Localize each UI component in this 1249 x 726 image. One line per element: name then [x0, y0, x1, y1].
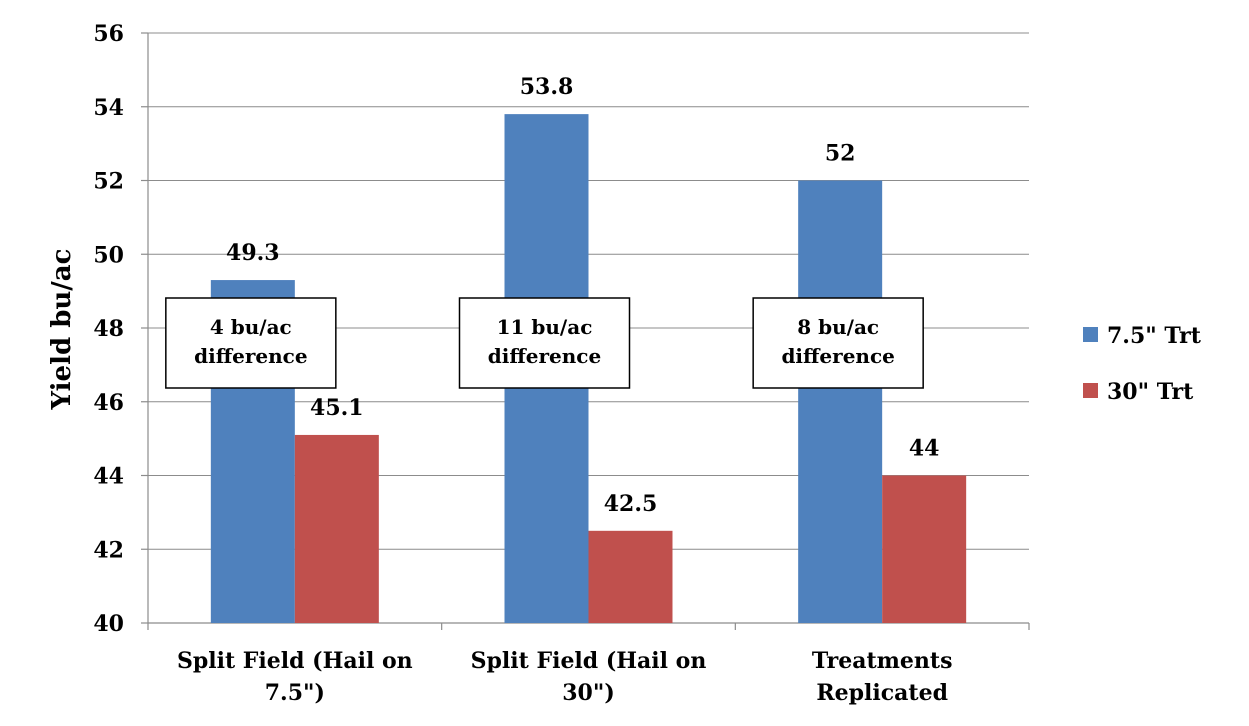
data-label: 44	[909, 436, 940, 462]
category-label: Split Field (Hail on 30")	[471, 648, 707, 706]
category-label-line: 7.5")	[265, 680, 325, 706]
bar-series2	[588, 530, 673, 623]
data-label: 52	[825, 141, 856, 167]
annotation-box	[752, 297, 924, 389]
annotation-box	[458, 297, 631, 389]
y-tick-label: 50	[93, 242, 124, 268]
category-label-line: Split Field (Hail on	[177, 648, 413, 674]
annotation-line: difference	[488, 344, 601, 368]
category-label-line: Replicated	[816, 680, 948, 706]
bar-series2	[294, 434, 379, 623]
annotation-text: 4 bu/ac difference	[194, 315, 307, 368]
category-label: Treatments Replicated	[812, 648, 953, 706]
legend-label: 7.5" Trt	[1107, 323, 1202, 349]
bar-series2	[882, 475, 967, 623]
y-axis-label: Yield bu/ac	[47, 249, 77, 411]
y-tick-label: 54	[93, 95, 124, 121]
annotation-line: 11 bu/ac	[497, 315, 593, 339]
difference-annotation: 4 bu/ac difference	[165, 297, 337, 389]
data-label: 53.8	[520, 74, 574, 100]
difference-annotation: 8 bu/ac difference	[752, 297, 924, 389]
annotation-line: difference	[781, 344, 894, 368]
legend-swatch	[1083, 383, 1098, 398]
difference-annotation: 11 bu/ac difference	[458, 297, 631, 389]
category-label: Split Field (Hail on 7.5")	[177, 648, 413, 706]
bar-series1	[798, 180, 883, 623]
category-label-line: Treatments	[812, 648, 953, 674]
data-label: 49.3	[226, 240, 280, 266]
annotation-line: 4 bu/ac	[210, 315, 292, 339]
data-label: 45.1	[310, 395, 364, 421]
annotation-line: 8 bu/ac	[797, 315, 879, 339]
y-tick-label: 40	[93, 611, 124, 637]
legend-label: 30" Trt	[1107, 379, 1194, 405]
category-label-line: 30")	[562, 680, 615, 706]
legend: 7.5" Trt 30" Trt	[1083, 323, 1202, 405]
legend-swatch	[1083, 327, 1098, 342]
annotation-line: difference	[194, 344, 307, 368]
y-tick-label: 48	[93, 316, 124, 342]
data-labels: 49.3 45.1 53.8 42.5 52 44	[226, 74, 939, 517]
y-tick-label: 42	[93, 537, 124, 563]
y-tick-labels: 40 42 44 46 48 50 52 54 56	[93, 21, 124, 637]
annotation-text: 8 bu/ac difference	[781, 315, 894, 368]
y-tick-label: 52	[93, 169, 124, 195]
annotation-text: 11 bu/ac difference	[488, 315, 601, 368]
data-label: 42.5	[604, 491, 658, 517]
y-tick-label: 44	[93, 464, 124, 490]
category-labels: Split Field (Hail on 7.5")Split Field (Ha…	[177, 648, 952, 706]
y-tick-label: 56	[93, 21, 124, 47]
category-label-line: Split Field (Hail on	[471, 648, 707, 674]
annotation-box	[165, 297, 337, 389]
y-tick-label: 46	[93, 390, 124, 416]
